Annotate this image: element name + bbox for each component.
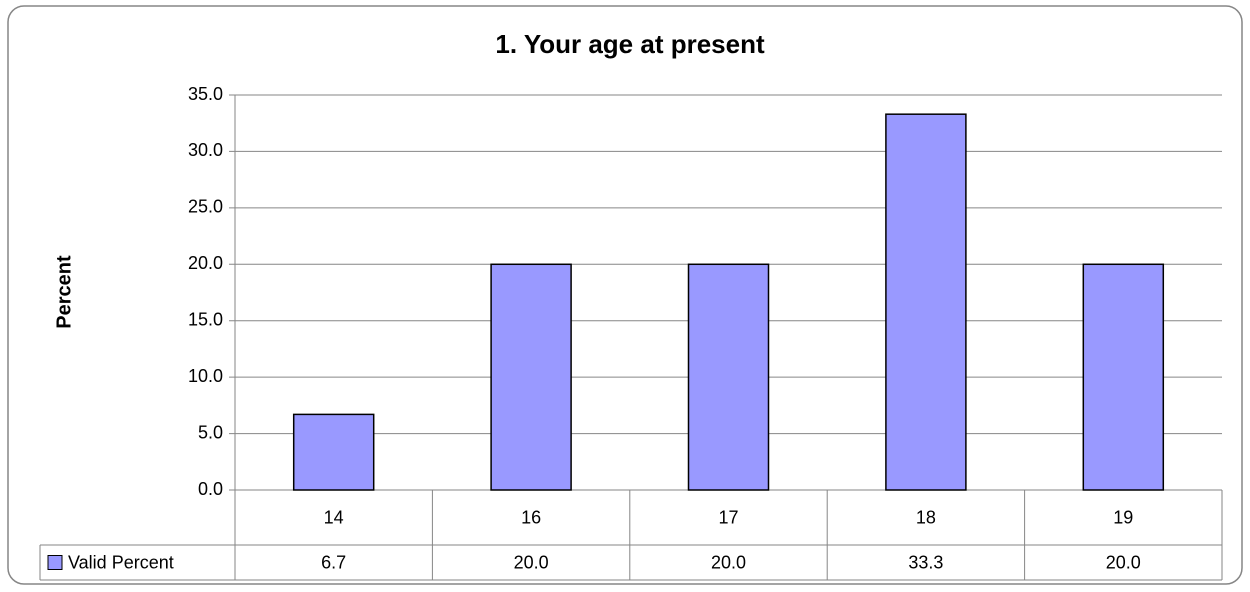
- y-axis-label: Percent: [53, 255, 75, 329]
- table-value: 20.0: [711, 552, 746, 572]
- y-tick-label: 10.0: [188, 366, 223, 386]
- x-tick-label: 16: [521, 507, 541, 527]
- y-tick-label: 25.0: [188, 197, 223, 217]
- y-tick-label: 5.0: [198, 422, 223, 442]
- y-tick-label: 0.0: [198, 479, 223, 499]
- y-tick-label: 15.0: [188, 309, 223, 329]
- x-tick-label: 18: [916, 507, 936, 527]
- bar: [292, 413, 375, 491]
- y-tick-label: 30.0: [188, 140, 223, 160]
- bar: [885, 113, 967, 491]
- chart-title: 1. Your age at present: [495, 29, 765, 59]
- table-value: 33.3: [908, 552, 943, 572]
- table-value: 20.0: [1106, 552, 1141, 572]
- legend-label: Valid Percent: [68, 552, 174, 572]
- bar: [490, 263, 572, 491]
- y-tick-label: 35.0: [188, 84, 223, 104]
- bar: [1082, 263, 1165, 491]
- x-tick-label: 14: [324, 507, 344, 527]
- x-tick-label: 17: [718, 507, 738, 527]
- bar: [687, 263, 770, 491]
- y-tick-label: 20.0: [188, 253, 223, 273]
- legend-swatch: [47, 555, 63, 570]
- x-tick-label: 19: [1113, 507, 1133, 527]
- table-value: 6.7: [321, 552, 346, 572]
- table-value: 20.0: [514, 552, 549, 572]
